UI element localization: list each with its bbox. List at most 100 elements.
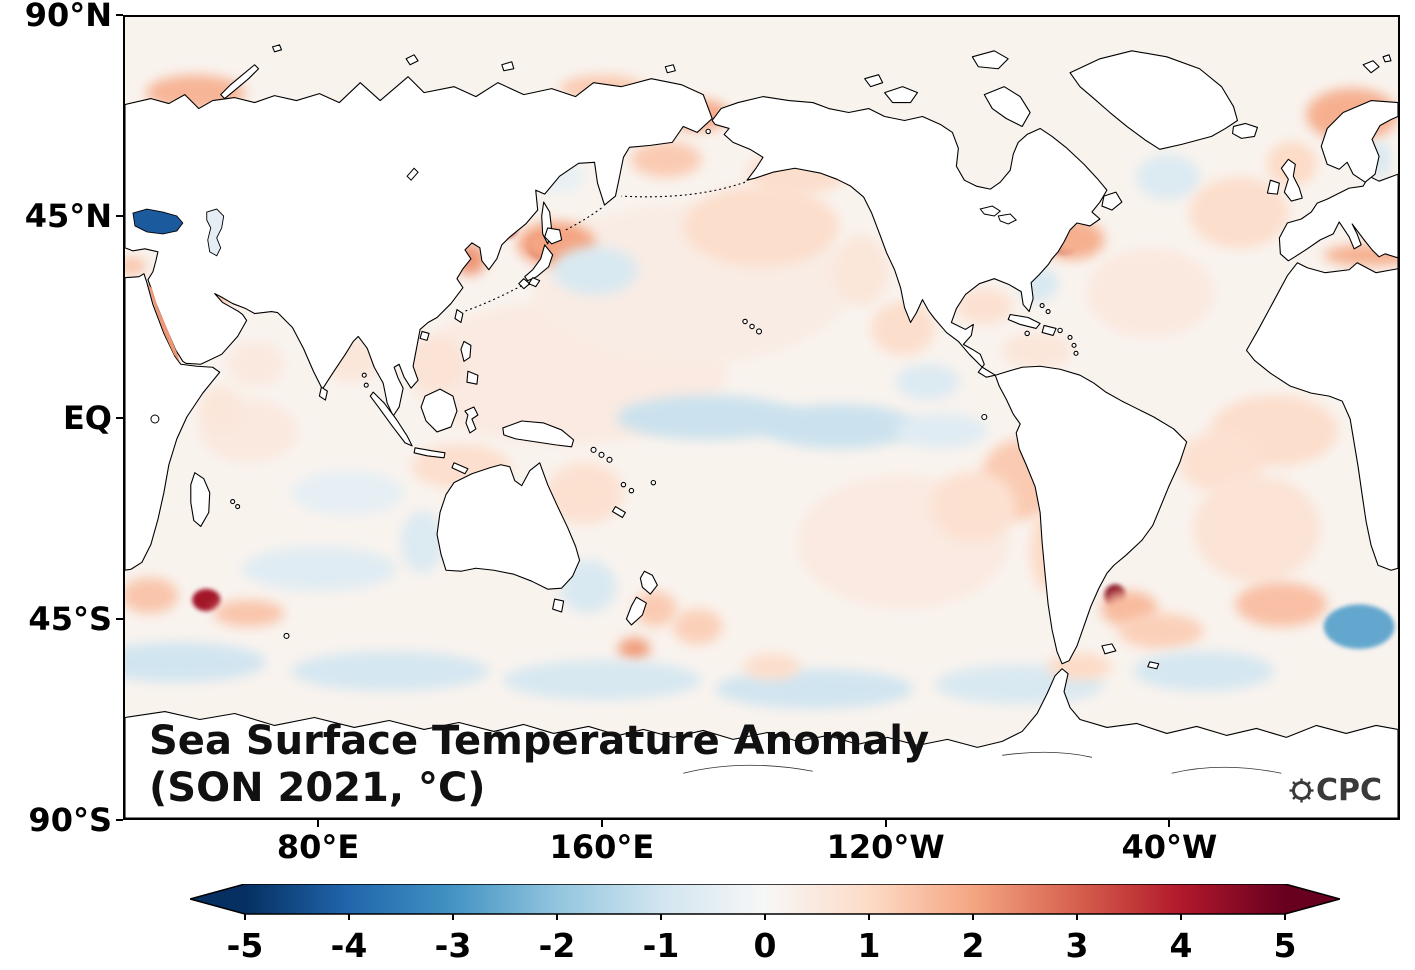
x-axis-tick-label: 160°E bbox=[549, 828, 655, 866]
x-axis-tick-label: 80°E bbox=[276, 828, 360, 866]
anomaly-nz-east-warm bbox=[634, 591, 677, 627]
black-sea bbox=[132, 208, 184, 235]
y-axis-tick-mark bbox=[116, 819, 123, 821]
coastline-svalbard bbox=[1362, 54, 1392, 74]
x-axis-tick-mark bbox=[884, 820, 887, 827]
coastline-north-america bbox=[711, 96, 1108, 378]
colorbar-left-arrow bbox=[190, 884, 245, 914]
coastline-great-britain bbox=[1280, 158, 1303, 202]
red-sea bbox=[147, 283, 180, 363]
coastline-sumatra bbox=[369, 391, 413, 447]
anomaly-ne-pacific-warm-blob bbox=[683, 186, 840, 267]
coastline-hokkaido bbox=[544, 227, 563, 245]
coastline-kyushu-shikoku bbox=[518, 277, 541, 290]
lakes-layer bbox=[150, 167, 1018, 424]
coastline-east-africa bbox=[125, 273, 221, 571]
colorbar-tick-label: -3 bbox=[434, 926, 472, 965]
lake-victoria bbox=[150, 414, 160, 424]
coastline-cuba bbox=[1007, 313, 1041, 329]
y-axis-tick-label: 90°S bbox=[28, 801, 112, 839]
anomaly-gulf-mexico-warm bbox=[955, 288, 1013, 325]
map-title-line2: (SON 2021, °C) bbox=[149, 764, 486, 811]
colorbar-tick-label: -1 bbox=[642, 926, 680, 965]
anomaly-s-atlantic-warm-band bbox=[1235, 582, 1328, 627]
y-axis-tick-label: 90°N bbox=[24, 0, 112, 34]
coastline-ireland bbox=[1266, 179, 1280, 195]
caspian-sea bbox=[206, 208, 225, 257]
anomaly-patagonia-shelf-warm bbox=[1118, 613, 1204, 649]
x-axis-tick-mark bbox=[1168, 820, 1171, 827]
anomaly-aegean-warm bbox=[125, 257, 147, 276]
y-axis-tick-label: 45°N bbox=[24, 197, 112, 236]
y-axis-tick-label: EQ bbox=[62, 398, 112, 437]
anomaly-chatham-warm bbox=[673, 608, 723, 645]
colorbar-tick-label: 5 bbox=[1273, 926, 1297, 965]
anomaly-la-nina-band-central bbox=[761, 404, 918, 449]
colorbar-tick-label: 2 bbox=[961, 926, 985, 965]
y-axis-tick-label: 45°S bbox=[28, 599, 112, 638]
colorbar-tick-label: -4 bbox=[330, 926, 368, 965]
coastline-nz-north bbox=[639, 570, 658, 595]
cpc-logo-text: CPC bbox=[1315, 773, 1382, 808]
coastline-novaya-zemlya bbox=[220, 64, 260, 100]
map-title-line1: Sea Surface Temperature Anomaly bbox=[149, 717, 930, 764]
colorbar-tick-marks bbox=[244, 914, 1286, 920]
cpc-logo: CPC bbox=[1288, 773, 1382, 808]
anomaly-caribbean-warm bbox=[1001, 332, 1073, 369]
coastline-borneo bbox=[420, 388, 458, 433]
colorbar-right-arrow bbox=[1285, 884, 1340, 914]
coastline-tasmania bbox=[552, 598, 565, 613]
y-axis-tick-mark bbox=[116, 14, 123, 16]
coastline-new-caledonia bbox=[611, 506, 626, 519]
anomaly-indian-midlat-cool bbox=[241, 546, 398, 592]
anomaly-southern-ocean-cool-4 bbox=[715, 668, 914, 709]
anomaly-s-greenland-cool bbox=[1136, 154, 1200, 200]
anomaly-n-pacific-cool-patch bbox=[552, 246, 638, 296]
coastline-south-america bbox=[994, 365, 1188, 665]
anomaly-s-africa-cool bbox=[1323, 604, 1395, 649]
anomaly-la-nina-band-east bbox=[895, 413, 988, 449]
x-axis-tick-mark bbox=[317, 820, 320, 827]
anomaly-coral-sea-warm bbox=[545, 461, 624, 525]
coastline-sulawesi bbox=[464, 406, 479, 434]
coastline-new-guinea bbox=[502, 420, 575, 448]
anomaly-arabian-sea-warm bbox=[227, 341, 285, 387]
anomaly-s-indian-warm-streak bbox=[213, 599, 285, 627]
colorbar-tick-label: -5 bbox=[226, 926, 264, 965]
anomaly-agulhas-warm bbox=[125, 577, 179, 614]
anomaly-southern-ocean-cool-6 bbox=[1132, 651, 1275, 692]
coastline-greenland bbox=[1069, 50, 1239, 150]
anomaly-somali-warm bbox=[199, 386, 242, 431]
world-map bbox=[125, 17, 1398, 818]
coastline-falklands bbox=[1101, 643, 1117, 655]
anomaly-n-atlantic-warm bbox=[1189, 177, 1289, 249]
anomaly-s-atlantic-wash bbox=[1192, 475, 1321, 583]
map-axes-frame: Sea Surface Temperature Anomaly (SON 202… bbox=[123, 15, 1400, 820]
coastline-luzon bbox=[460, 340, 472, 362]
coastline-sri-lanka bbox=[318, 386, 328, 401]
inland-seas-layer bbox=[132, 208, 225, 363]
anomaly-humboldt-offshore-warm bbox=[931, 470, 1017, 543]
coastline-honshu bbox=[524, 244, 554, 282]
coastline-iceland bbox=[1231, 122, 1258, 139]
x-axis-tick-mark bbox=[600, 820, 603, 827]
small-islands bbox=[230, 128, 1079, 639]
coastline-south-georgia bbox=[1147, 661, 1160, 670]
coastline-timor bbox=[451, 462, 469, 475]
anomaly-s-pacific-so-warm bbox=[743, 653, 801, 680]
anomaly-baja-mexico-warm bbox=[871, 301, 935, 356]
coastline-newfoundland bbox=[1101, 191, 1123, 211]
coastline-arctic-islands-ru bbox=[271, 44, 676, 74]
anomaly-south-of-nz-spot bbox=[618, 637, 651, 661]
lake-baikal bbox=[406, 167, 419, 181]
y-axis-tick-mark bbox=[116, 617, 123, 620]
anomaly-s-china-sea-warm bbox=[407, 337, 465, 391]
antarctic-ice-shelf-lines bbox=[683, 751, 1282, 774]
colorbar-tick-label: 3 bbox=[1065, 926, 1089, 965]
coastline-antarctica bbox=[125, 668, 1398, 818]
colorbar-gradient bbox=[190, 884, 1340, 920]
colorbar: -5 -4 -3 -2 -1 0 1 2 3 4 5 bbox=[190, 884, 1340, 970]
anomaly-bering-warm bbox=[630, 141, 702, 178]
anomaly-southern-ocean-cool-3 bbox=[503, 660, 702, 701]
